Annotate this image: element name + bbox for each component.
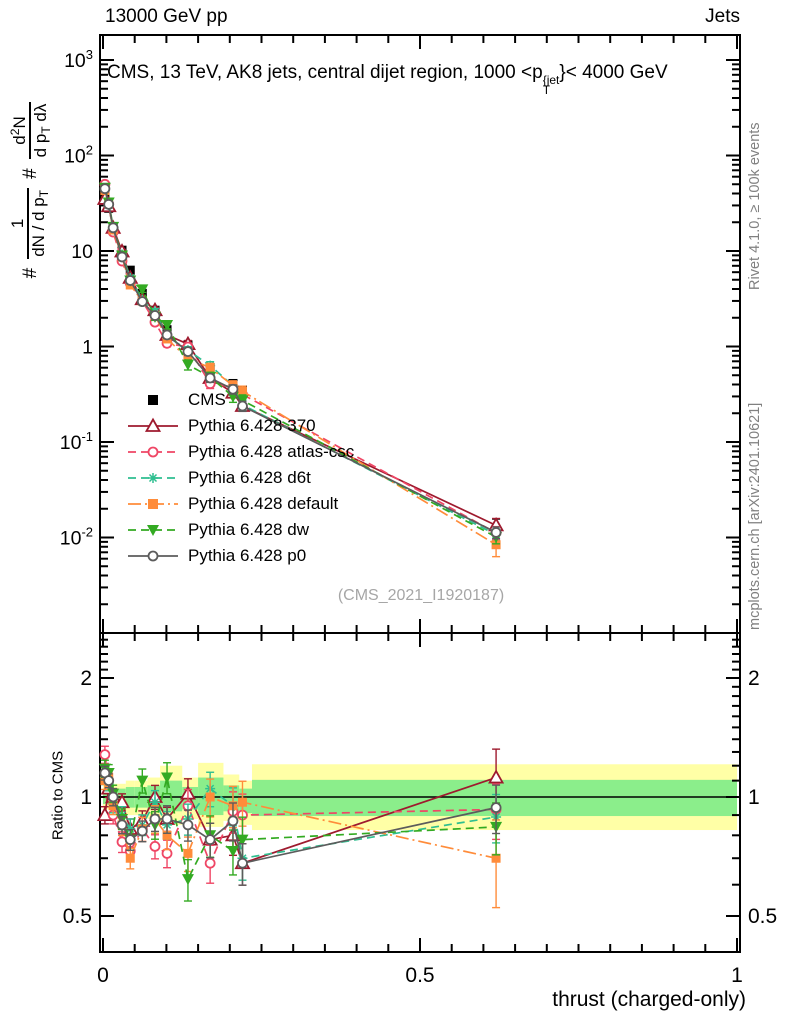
svg-text:0: 0 xyxy=(97,964,109,987)
legend-marker-sample xyxy=(128,446,178,458)
legend-marker-sample xyxy=(128,550,178,562)
svg-text:0.5: 0.5 xyxy=(748,905,777,928)
plot-title-supsub: {jet T xyxy=(542,73,560,97)
mcplots-arxiv-note: mcplots.cern.ch [arXiv:2401.10621] xyxy=(747,402,763,630)
legend-label: CMS xyxy=(188,390,226,409)
svg-text:10: 10 xyxy=(71,241,93,263)
legend-label: Pythia 6.428 370 xyxy=(188,416,316,435)
x-axis-label: thrust (charged-only) xyxy=(552,988,746,1011)
legend-marker-sample xyxy=(128,525,178,536)
header-analysis-group: Jets xyxy=(705,6,740,27)
ylabel-fraction-1: 1 dN / d pT xyxy=(8,187,51,259)
legend-row: Pythia 6.428 370 xyxy=(127,413,354,439)
legend-marker-sample xyxy=(128,473,178,483)
plot-title-prefix: CMS, 13 TeV, AK8 jets, central dijet reg… xyxy=(107,62,543,83)
legend-marker-sample xyxy=(128,417,178,432)
legend-row: Pythia 6.428 dw xyxy=(127,517,354,543)
svg-text:10-1: 10-1 xyxy=(60,429,93,454)
svg-text:0.5: 0.5 xyxy=(63,905,92,928)
legend-marker-sample xyxy=(148,395,158,405)
legend-label: Pythia 6.428 p0 xyxy=(188,546,307,565)
legend-label: Pythia 6.428 default xyxy=(188,494,339,513)
header-beam-energy: 13000 GeV pp xyxy=(105,6,228,27)
svg-text:2: 2 xyxy=(80,667,92,690)
svg-text:103: 103 xyxy=(64,47,93,72)
ylabel-fraction-2: d2N d pT dλ xyxy=(6,101,53,160)
svg-text:2: 2 xyxy=(748,667,760,690)
legend-label: Pythia 6.428 d6t xyxy=(188,468,311,487)
svg-text:102: 102 xyxy=(64,143,93,168)
svg-text:1: 1 xyxy=(82,337,93,359)
legend-row: Pythia 6.428 p0 xyxy=(127,543,354,569)
legend-row: Pythia 6.428 default xyxy=(127,491,354,517)
svg-text:1: 1 xyxy=(731,964,743,987)
svg-text:0.5: 0.5 xyxy=(405,964,434,987)
plot-title: CMS, 13 TeV, AK8 jets, central dijet reg… xyxy=(107,62,668,97)
legend: CMS Pythia 6.428 370 Pythia 6.428 atlas-cs… xyxy=(127,387,354,569)
analysis-id-watermark: (CMS_2021_I1920187) xyxy=(337,587,505,604)
legend-row: Pythia 6.428 atlas-csc xyxy=(127,439,354,465)
legend-label: Pythia 6.428 atlas-csc xyxy=(188,442,355,461)
svg-text:1: 1 xyxy=(748,786,760,809)
legend-label: Pythia 6.428 dw xyxy=(188,520,309,539)
main-y-axis-label: # 1 dN / d pT # d2N d pT dλ xyxy=(0,40,62,340)
svg-text:10-2: 10-2 xyxy=(60,525,93,550)
svg-text:1: 1 xyxy=(80,786,92,809)
ratio-y-axis-label: Ratio to CMS xyxy=(49,750,67,841)
rivet-version-note: Rivet 4.1.0, ≥ 100k events xyxy=(747,122,763,290)
legend-row: Pythia 6.428 d6t xyxy=(127,465,354,491)
plot-title-suffix: }< 4000 GeV xyxy=(559,62,668,83)
legend-marker-sample xyxy=(128,499,178,509)
legend-row: CMS xyxy=(127,387,354,413)
